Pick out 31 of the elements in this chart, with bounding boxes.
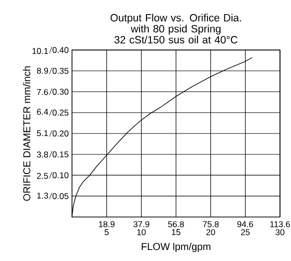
y2-tick-label: 0.25: [52, 110, 68, 116]
y-tick-label: 8.9: [36, 68, 48, 74]
x-tick-label: 5: [104, 229, 109, 236]
x2-tick-label: 94.6: [237, 221, 254, 228]
y-tick-label: 10.1: [32, 48, 48, 54]
y2-tick-label: 0.15: [52, 151, 68, 158]
y2-tick-label: 0.20: [52, 130, 68, 136]
y-tick-label: 3.8: [36, 152, 48, 158]
x2-tick-label: 113.6: [270, 221, 290, 228]
y-tick-label: 2.5: [37, 172, 48, 179]
x-tick-label: 20: [206, 229, 216, 236]
y2-tick-label: 0.10: [52, 172, 68, 178]
chart-title: Output Flow vs. Orifice Dia. with 80 psid Spring 32 cSt/150 sus oil at 40°C: [110, 14, 241, 44]
x2-tick-label: 18.9: [98, 221, 114, 228]
y-tick-label: 1.3: [37, 192, 48, 199]
y2-tick-label: 0.05: [52, 193, 68, 200]
x-tick-label: 15: [172, 229, 180, 236]
x-axis-title: FLOW lpm/gpm: [142, 242, 210, 252]
y-axis-title: ORIFICE DIAMETER mm/inch: [22, 66, 30, 201]
y2-tick-label: 0.35: [52, 68, 68, 74]
y-tick-label: 7.6: [37, 89, 48, 96]
x2-tick-label: 56.8: [168, 221, 184, 228]
y2-tick-label: 0.40: [52, 46, 68, 53]
x2-tick-label: 37.9: [133, 221, 150, 228]
x-tick-label: 10: [137, 229, 146, 236]
x-tick-label: 25: [241, 229, 250, 236]
y-tick-label: 6.4: [37, 108, 48, 115]
x-tick-label: 30: [276, 229, 284, 236]
x2-tick-label: 75.8: [202, 221, 219, 228]
y-tick-label: 5.1: [36, 130, 48, 136]
y2-tick-label: 0.30: [52, 88, 68, 95]
